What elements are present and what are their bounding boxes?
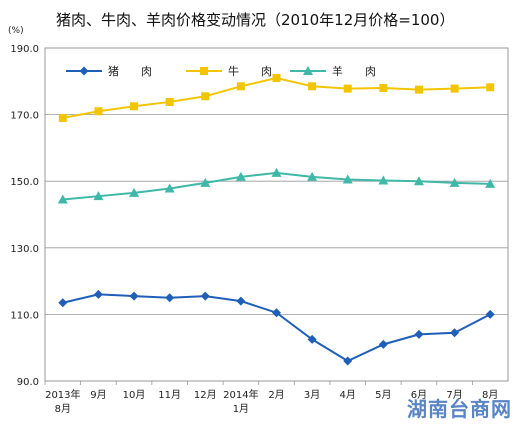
point-marker bbox=[272, 308, 281, 318]
series-line bbox=[62, 76, 491, 119]
point-marker bbox=[58, 113, 67, 122]
x-tick-label: 8月 bbox=[482, 389, 498, 401]
x-tick-label: 3月 bbox=[304, 389, 320, 401]
x-tick-label: 2014年 bbox=[223, 388, 258, 401]
x-tick-label: 1月 bbox=[233, 403, 249, 415]
point-marker bbox=[200, 67, 208, 75]
point-marker bbox=[485, 178, 496, 188]
point-marker bbox=[343, 356, 353, 366]
axes: 90.0 110.0 130.0 150.0 170.0 190.0 2013年 8月 9月 10… bbox=[10, 44, 509, 415]
x-tick-label: 8月 bbox=[55, 403, 71, 415]
point-marker bbox=[343, 84, 352, 93]
chart-title: 猪肉、牛肉、羊肉价格变动情况（2010年12月价格=100） bbox=[56, 11, 454, 29]
point-marker bbox=[130, 102, 139, 111]
series-line bbox=[62, 293, 491, 363]
point-marker bbox=[58, 298, 68, 308]
point-marker bbox=[449, 177, 460, 187]
point-marker bbox=[235, 171, 246, 181]
point-marker bbox=[308, 82, 317, 91]
y-tick-label: 130.0 bbox=[10, 244, 39, 255]
point-marker bbox=[93, 191, 104, 201]
x-tick-label: 12月 bbox=[194, 389, 217, 401]
y-tick-label: 190.0 bbox=[10, 44, 39, 55]
point-marker bbox=[94, 107, 103, 116]
point-marker bbox=[129, 187, 140, 197]
point-marker bbox=[271, 167, 282, 177]
x-tick-label: 10月 bbox=[123, 389, 146, 401]
point-marker bbox=[165, 97, 174, 106]
point-marker bbox=[79, 66, 89, 76]
point-marker bbox=[272, 73, 281, 82]
point-marker bbox=[378, 339, 388, 349]
point-marker bbox=[93, 289, 103, 299]
legend-label: 牛 肉 bbox=[228, 64, 272, 78]
watermark-logo: 湖南台商网 bbox=[407, 397, 512, 421]
legend-item-2: 羊 肉 bbox=[290, 64, 376, 78]
x-tick-label: 2月 bbox=[268, 389, 284, 401]
point-marker bbox=[201, 92, 210, 101]
x-tick-label: 5月 bbox=[375, 389, 391, 401]
point-marker bbox=[200, 291, 210, 301]
point-marker bbox=[414, 329, 424, 339]
point-marker bbox=[485, 309, 495, 319]
y-tick-label: 170.0 bbox=[10, 111, 39, 122]
point-marker bbox=[303, 66, 313, 75]
x-tick-label: 4月 bbox=[340, 389, 356, 401]
legend-item-0: 猪 肉 bbox=[66, 65, 152, 78]
x-tick-label: 2013年 bbox=[45, 388, 80, 401]
point-marker bbox=[450, 328, 460, 338]
y-tick-label: 90.0 bbox=[17, 377, 39, 388]
point-marker bbox=[342, 174, 353, 184]
point-marker bbox=[164, 183, 175, 193]
series-0 bbox=[58, 289, 495, 366]
point-marker bbox=[486, 83, 495, 92]
point-marker bbox=[307, 334, 317, 344]
series-1 bbox=[58, 73, 495, 122]
legend-label: 羊 肉 bbox=[332, 64, 376, 78]
series-lines bbox=[57, 73, 496, 366]
point-marker bbox=[413, 176, 424, 186]
x-tick-label: 6月 bbox=[411, 389, 427, 401]
point-marker bbox=[307, 171, 318, 181]
legend: 猪 肉牛 肉羊 肉 bbox=[66, 64, 376, 78]
gridlines bbox=[45, 47, 508, 382]
series-2 bbox=[57, 167, 496, 204]
point-marker bbox=[414, 85, 423, 94]
y-tick-label: 110.0 bbox=[10, 310, 39, 321]
point-marker bbox=[57, 194, 68, 204]
point-marker bbox=[236, 296, 246, 306]
legend-label: 猪 肉 bbox=[108, 65, 152, 78]
point-marker bbox=[236, 82, 245, 91]
point-marker bbox=[379, 83, 388, 92]
x-tick-label: 7月 bbox=[446, 389, 462, 401]
point-marker bbox=[450, 84, 459, 93]
point-marker bbox=[200, 177, 211, 187]
plot-frame bbox=[44, 47, 509, 382]
point-marker bbox=[165, 293, 175, 303]
x-tick-label: 9月 bbox=[90, 389, 106, 401]
point-marker bbox=[378, 175, 389, 185]
x-tick-label: 11月 bbox=[158, 389, 181, 401]
y-axis-unit: (%) bbox=[8, 26, 24, 36]
point-marker bbox=[129, 291, 139, 301]
y-tick-label: 150.0 bbox=[10, 177, 39, 188]
legend-item-1: 牛 肉 bbox=[186, 64, 272, 78]
